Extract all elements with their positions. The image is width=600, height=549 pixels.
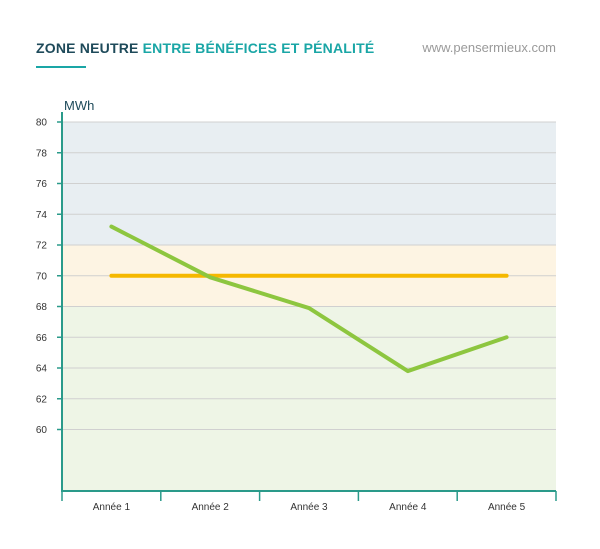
y-tick-label-80: 80	[36, 118, 48, 129]
y-tick-label-64: 64	[36, 364, 48, 375]
y-tick-label-66: 66	[36, 333, 48, 344]
chart-title-part1: ZONE NEUTRE	[36, 40, 139, 56]
y-tick-label-78: 78	[36, 148, 48, 159]
y-tick-label-74: 74	[36, 210, 48, 221]
y-tick-label-76: 76	[36, 179, 48, 190]
chart-title: ZONE NEUTRE ENTRE BÉNÉFICES ET PÉNALITÉ	[36, 40, 374, 56]
x-tick-label-0: Année 1	[93, 502, 131, 513]
website-label: www.pensermieux.com	[422, 40, 556, 55]
y-tick-label-60: 60	[36, 425, 48, 436]
x-tick-label-4: Année 5	[488, 502, 526, 513]
x-tick-label-2: Année 3	[290, 502, 328, 513]
y-tick-label-72: 72	[36, 241, 48, 252]
title-underline	[36, 66, 86, 68]
y-tick-label-62: 62	[36, 394, 48, 405]
x-tick-label-3: Année 4	[389, 502, 427, 513]
y-tick-label-70: 70	[36, 271, 48, 282]
y-tick-label-68: 68	[36, 302, 48, 313]
x-tick-label-1: Année 2	[192, 502, 230, 513]
y-axis-unit-label: MWh	[64, 98, 94, 113]
chart-title-part2: ENTRE BÉNÉFICES ET PÉNALITÉ	[142, 40, 375, 56]
series-line-0	[109, 224, 509, 374]
